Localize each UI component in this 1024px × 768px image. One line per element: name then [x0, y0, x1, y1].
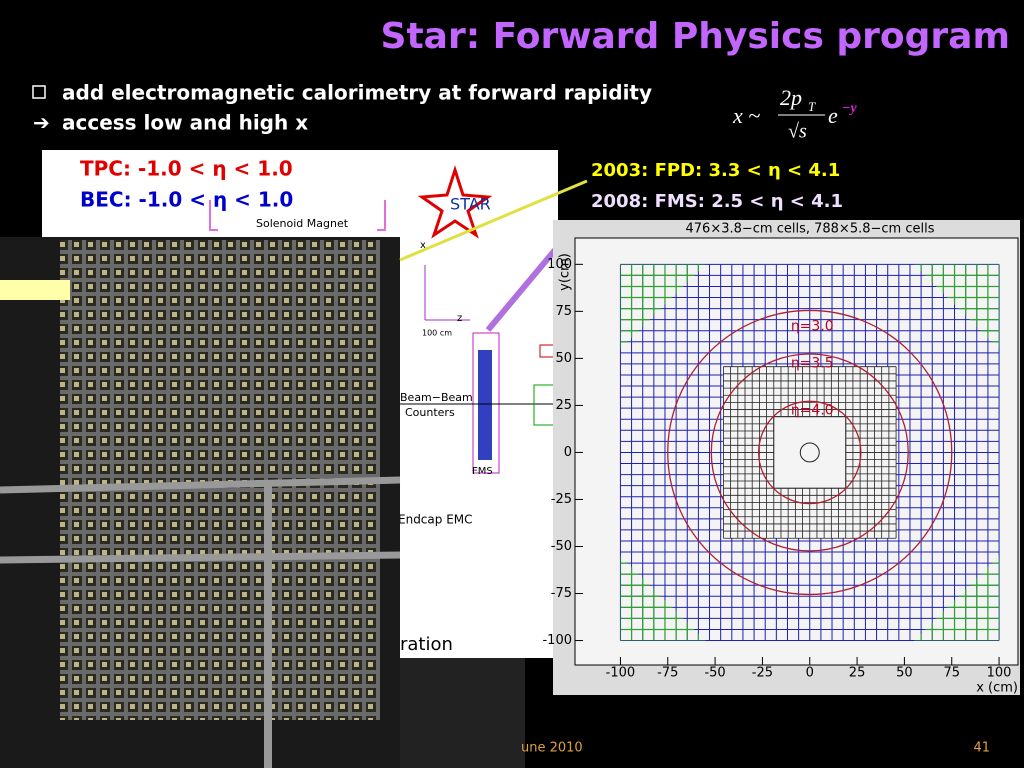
- bullet: access low and high x: [62, 111, 308, 135]
- formula-num: 2p: [780, 85, 802, 110]
- eta-label: η=3.0: [791, 318, 834, 334]
- coverage-label: TPC: -1.0 < η < 1.0: [80, 157, 293, 181]
- footer-date: une 2010: [521, 741, 583, 756]
- formula: x ~ 2p T √s e −y: [732, 85, 857, 143]
- coverage-label: BEC: -1.0 < η < 1.0: [80, 188, 293, 212]
- x-axis-label: x (cm): [976, 681, 1018, 696]
- x-tick-label: 100: [987, 666, 1012, 681]
- formula-exp: −y: [842, 101, 857, 116]
- bullet-box: [32, 85, 46, 99]
- y-tick-label: -75: [551, 586, 572, 601]
- formula-lhs: x ~: [732, 103, 760, 128]
- page-number: 41: [973, 741, 990, 756]
- pointer: [399, 179, 588, 262]
- y-axis-label: y(cm): [558, 253, 573, 291]
- eta-label: η=4.0: [791, 403, 834, 419]
- logo-text: STAR: [450, 195, 491, 214]
- y-tick-label: -50: [551, 539, 572, 554]
- eta-label: η=3.5: [791, 356, 834, 372]
- y-tick-label: 75: [555, 304, 572, 319]
- formula-sub: T: [808, 99, 816, 114]
- pointer: [485, 248, 558, 332]
- diagram-label: z: [457, 313, 462, 324]
- plot-title: 476×3.8−cm cells, 788×5.8−cm cells: [686, 222, 935, 237]
- x-tick-label: 0: [806, 666, 814, 681]
- y-tick-label: -25: [551, 492, 572, 507]
- star-logo: [417, 165, 493, 239]
- diagram-label: Counters: [405, 406, 455, 419]
- arrow: ➔: [33, 111, 50, 135]
- photo-rail: [0, 476, 401, 494]
- photo-edge: [400, 658, 525, 768]
- x-tick-label: -25: [752, 666, 773, 681]
- beam-pipe: [799, 442, 820, 463]
- formula-base: e: [828, 103, 838, 128]
- y-tick-label: 25: [555, 398, 572, 413]
- beam-hole: [773, 416, 847, 489]
- plot-frame: [574, 237, 1019, 666]
- y-tick-label: 100: [547, 257, 572, 272]
- x-tick-label: 25: [849, 666, 866, 681]
- diagram-label: 100 cm: [422, 329, 452, 338]
- y-tick-label: 0: [564, 445, 572, 460]
- x-tick-label: 75: [943, 666, 960, 681]
- x-tick-label: 50: [896, 666, 913, 681]
- y-tick-label: 50: [555, 351, 572, 366]
- x-tick-label: -50: [704, 666, 725, 681]
- fms-block: [478, 350, 492, 460]
- photo-rail: [0, 551, 401, 564]
- diagram-label: Solenoid Magnet: [256, 217, 349, 230]
- coverage-label: 2003: FPD: 3.3 < η < 4.1: [591, 160, 840, 181]
- eta-circle: [757, 400, 862, 505]
- diagram-label: ration: [400, 634, 453, 655]
- formula-den: √s: [788, 121, 807, 143]
- y-tick-label: -100: [542, 633, 572, 648]
- diagram-label: x: [420, 240, 426, 251]
- eta-circle: [667, 309, 953, 596]
- photo-light: [0, 280, 70, 300]
- diagram-label: Beam−Beam: [400, 391, 473, 404]
- plot: η=3.0 η=3.5 η=4.0 -100 -75 -50 -25 0 25 50 75 100 -1…: [542, 237, 1019, 681]
- diagram-label: Endcap EMC: [398, 513, 473, 527]
- slide-title: Star: Forward Physics program: [381, 16, 1010, 57]
- x-tick-label: -75: [657, 666, 678, 681]
- bullet: add electromagnetic calorimetry at forwa…: [62, 81, 652, 105]
- coverage-label: 2008: FMS: 2.5 < η < 4.1: [591, 191, 843, 212]
- magnet-bracket: [209, 200, 386, 231]
- diagram-label: FMS: [472, 466, 493, 477]
- x-tick-label: -100: [606, 666, 636, 681]
- eta-circle: [710, 353, 909, 552]
- fms-outline: [472, 332, 500, 474]
